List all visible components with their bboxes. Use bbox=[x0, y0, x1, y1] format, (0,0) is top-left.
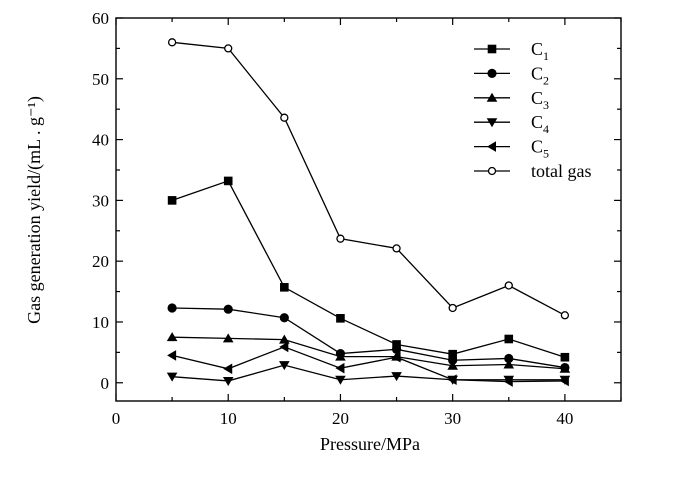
triangle-down-marker bbox=[279, 361, 290, 371]
triangle-up-marker bbox=[335, 351, 346, 361]
triangle-down-marker bbox=[166, 372, 178, 382]
plot-frame bbox=[115, 17, 622, 402]
triangle-left-marker bbox=[279, 341, 289, 353]
circle-open-marker bbox=[167, 38, 177, 47]
y-tick-label: 40 bbox=[92, 131, 109, 150]
circle-marker bbox=[504, 353, 514, 364]
triangle-left-marker bbox=[223, 363, 233, 375]
square-marker bbox=[336, 314, 345, 323]
series-line bbox=[171, 346, 565, 383]
series-line bbox=[172, 41, 566, 316]
y-axis-title: Gas generation yield/(mL . g⁻¹) bbox=[24, 96, 45, 324]
series-6 bbox=[167, 38, 570, 320]
circle-open-marker bbox=[504, 281, 513, 290]
legend-entry: C3 bbox=[474, 88, 549, 112]
legend-entry: C4 bbox=[474, 112, 549, 136]
triangle-left-marker bbox=[335, 362, 345, 374]
circle-open-marker bbox=[280, 113, 289, 122]
triangle-down-marker bbox=[391, 372, 402, 382]
y-tick-label: 60 bbox=[92, 9, 109, 28]
triangle-down-marker bbox=[222, 376, 234, 386]
x-tick-label: 20 bbox=[332, 409, 349, 428]
y-tick-label: 20 bbox=[92, 252, 109, 271]
series-line bbox=[172, 364, 565, 382]
circle-marker bbox=[167, 303, 177, 313]
axes: 0 10 20 30 40 0 10 20 30 40 50 60 bbox=[92, 9, 622, 428]
legend-entry: C5 bbox=[474, 137, 549, 161]
legend-subscript: 2 bbox=[543, 73, 549, 87]
circle-open-marker bbox=[560, 311, 570, 320]
triangle-up-marker bbox=[166, 332, 178, 342]
legend-subscript: 5 bbox=[543, 147, 549, 161]
square-marker bbox=[448, 349, 457, 359]
triangle-left-marker bbox=[391, 351, 401, 363]
series-line bbox=[171, 180, 566, 358]
x-tick-label: 40 bbox=[556, 409, 573, 428]
legend-entry: total gas bbox=[474, 161, 592, 181]
legend-label: total gas bbox=[531, 161, 592, 181]
circle-marker bbox=[279, 313, 289, 323]
triangle-up-marker bbox=[559, 363, 571, 373]
circle-marker bbox=[223, 304, 233, 314]
x-tick-label: 10 bbox=[220, 409, 237, 428]
triangle-down-marker bbox=[486, 118, 498, 128]
square-marker bbox=[167, 196, 177, 205]
square-marker bbox=[504, 334, 514, 344]
series-line bbox=[172, 307, 565, 369]
legend-label: C2 bbox=[531, 63, 549, 87]
legend-label: C3 bbox=[531, 88, 549, 112]
y-tick-label: 10 bbox=[92, 313, 109, 332]
triangle-left-marker bbox=[167, 350, 177, 361]
y-tick-label: 30 bbox=[92, 191, 109, 210]
series-layer bbox=[166, 38, 571, 387]
square-marker bbox=[223, 176, 233, 186]
circle-marker bbox=[487, 68, 497, 78]
legend-subscript: 3 bbox=[543, 98, 549, 112]
x-tick-label: 30 bbox=[444, 409, 461, 428]
legend-entry: C2 bbox=[474, 63, 549, 87]
square-marker bbox=[280, 283, 289, 292]
square-marker bbox=[560, 352, 570, 362]
series-5 bbox=[167, 341, 569, 387]
legend-subscript: 1 bbox=[543, 49, 549, 63]
triangle-down-marker bbox=[335, 375, 346, 385]
circle-open-marker bbox=[224, 44, 233, 53]
triangle-up-marker bbox=[279, 334, 290, 344]
triangle-left-marker bbox=[487, 141, 496, 152]
x-tick-label: 0 bbox=[112, 409, 121, 428]
x-axis-title: Pressure/MPa bbox=[320, 434, 420, 454]
legend-entry: C1 bbox=[474, 39, 549, 63]
circle-open-marker bbox=[487, 166, 497, 176]
circle-open-marker bbox=[448, 303, 457, 313]
series-1 bbox=[167, 176, 570, 362]
y-tick-label: 0 bbox=[101, 374, 110, 393]
y-tick-label: 50 bbox=[92, 70, 109, 89]
legend-label: C1 bbox=[531, 39, 549, 63]
series-line bbox=[172, 336, 565, 370]
triangle-left-marker bbox=[447, 374, 457, 386]
circle-marker bbox=[448, 355, 458, 365]
triangle-up-marker bbox=[486, 92, 498, 102]
legend-subscript: 4 bbox=[543, 122, 549, 136]
circle-open-marker bbox=[336, 234, 345, 243]
triangle-up-marker bbox=[447, 360, 458, 370]
triangle-left-marker bbox=[559, 375, 569, 387]
legend-label: C5 bbox=[531, 137, 549, 161]
square-marker bbox=[487, 44, 497, 54]
triangle-up-marker bbox=[503, 359, 515, 369]
legend-label: C4 bbox=[531, 112, 549, 136]
triangle-left-marker bbox=[503, 376, 513, 387]
triangle-up-marker bbox=[222, 333, 234, 343]
circle-marker bbox=[391, 344, 402, 354]
square-marker bbox=[392, 340, 401, 349]
circle-open-marker bbox=[392, 244, 401, 253]
